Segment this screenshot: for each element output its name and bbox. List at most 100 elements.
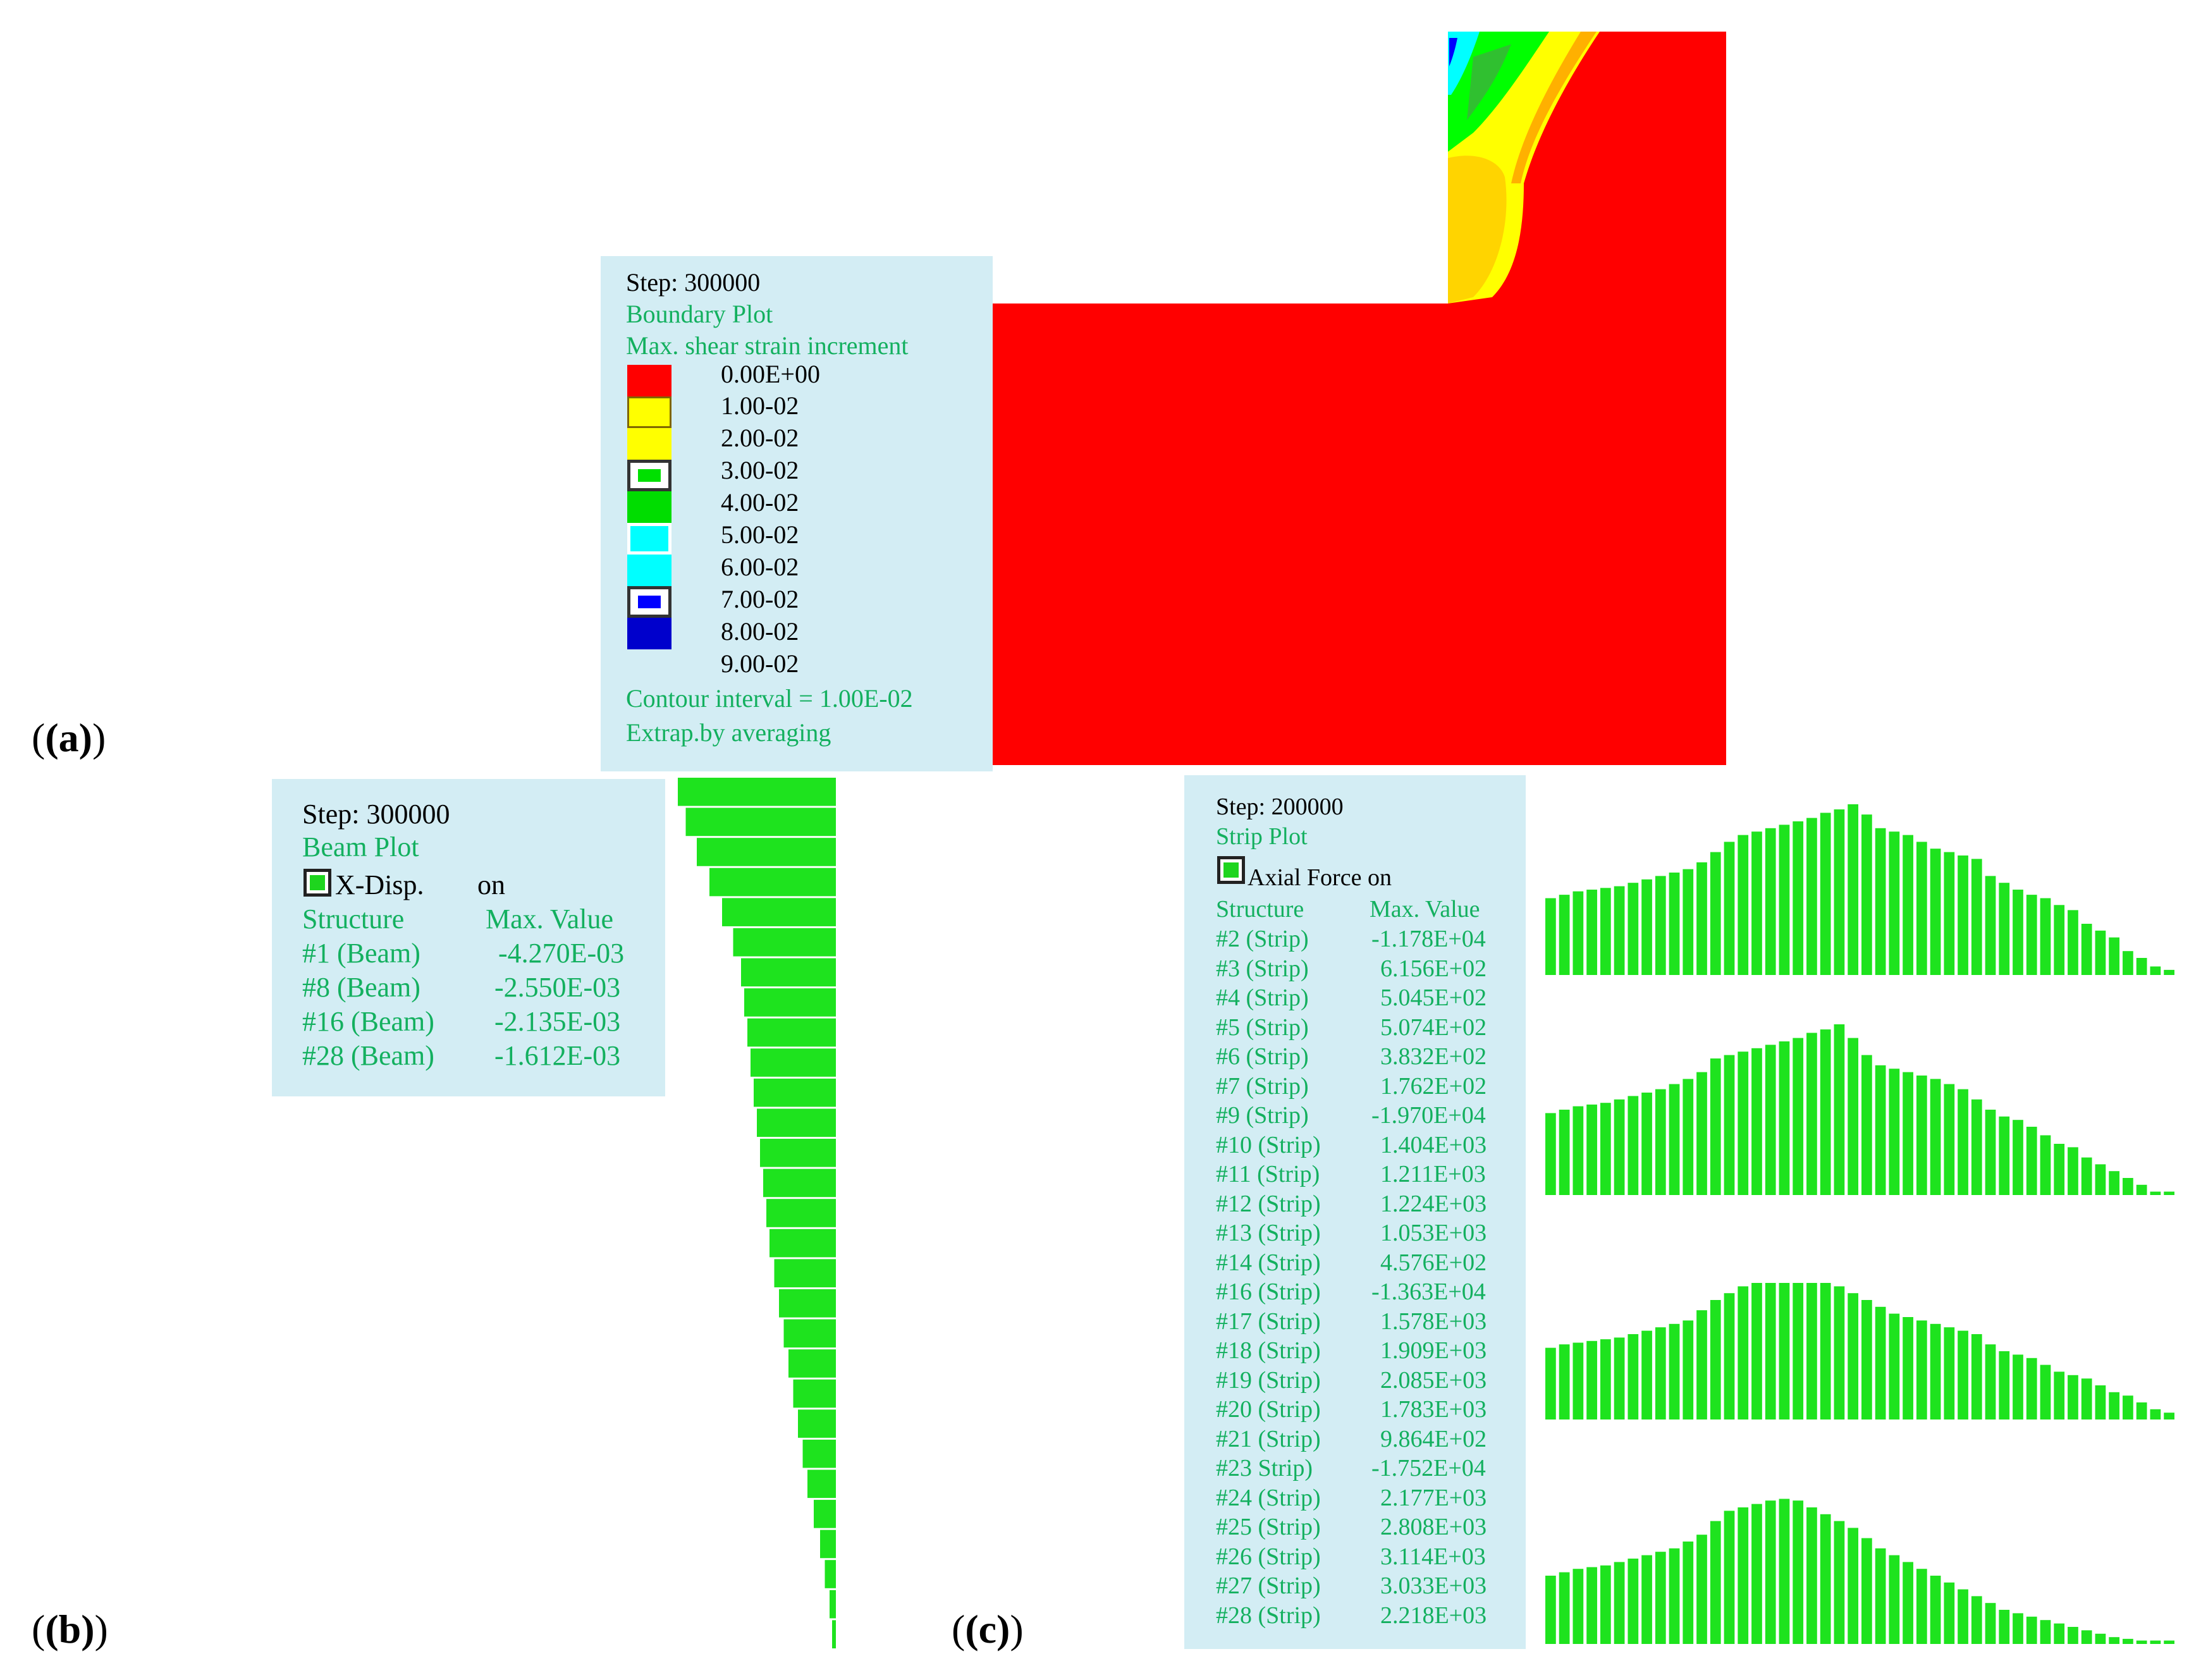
strip-bar-3-20 xyxy=(1820,1514,1831,1644)
strip-bar-3-7 xyxy=(1641,1555,1652,1644)
strip-bar-2-9 xyxy=(1669,1323,1680,1419)
strip-row-structure-20: #25 (Strip) xyxy=(1216,1514,1321,1540)
strip-bar-2-21 xyxy=(1834,1286,1845,1419)
strip-bar-1-8 xyxy=(1655,1089,1666,1195)
strip-bar-3-36 xyxy=(2040,1620,2051,1644)
strip-bar-3-41 xyxy=(2109,1637,2120,1644)
strain-band-orange-2 xyxy=(1448,156,1507,304)
strip-bar-2-16 xyxy=(1765,1283,1776,1419)
beam-row-structure-1: #8 (Beam) xyxy=(302,972,420,1003)
beam-segment xyxy=(744,988,836,1017)
strip-bar-1-1 xyxy=(1559,1110,1570,1195)
strip-bar-0-26 xyxy=(1903,835,1913,975)
strip-bar-3-5 xyxy=(1614,1562,1625,1644)
strip-bar-1-43 xyxy=(2136,1184,2147,1195)
strip-bar-1-34 xyxy=(2013,1120,2023,1195)
strip-bar-2-31 xyxy=(1971,1334,1982,1419)
legend-step: Step: 300000 xyxy=(626,268,761,297)
contour-plot xyxy=(993,32,1726,765)
failure-zone xyxy=(993,32,1726,765)
strip-bar-0-17 xyxy=(1779,825,1790,975)
strip-bar-0-42 xyxy=(2123,951,2133,975)
strain-band-green-2 xyxy=(1467,44,1511,120)
strip-bar-0-6 xyxy=(1628,883,1639,975)
strip-bar-2-42 xyxy=(2123,1395,2133,1419)
strip-bar-1-22 xyxy=(1848,1038,1858,1195)
strip-bar-2-1 xyxy=(1559,1344,1570,1419)
strip-bar-3-11 xyxy=(1696,1535,1707,1644)
strip-bar-2-6 xyxy=(1628,1334,1639,1419)
strip-bar-1-33 xyxy=(1999,1116,2010,1195)
swatch-1 xyxy=(627,396,671,428)
strip-bar-3-12 xyxy=(1710,1521,1721,1644)
strip-bar-3-37 xyxy=(2054,1623,2065,1644)
strip-bar-2-20 xyxy=(1820,1283,1831,1419)
beam-segment xyxy=(747,1018,836,1047)
strip-row-structure-0: #2 (Strip) xyxy=(1216,926,1309,952)
strip-bar-0-18 xyxy=(1793,821,1804,975)
beam-segment xyxy=(697,838,836,866)
strip-bar-3-43 xyxy=(2136,1640,2147,1644)
strip-force-diagrams xyxy=(1545,804,2174,1644)
strip-bar-3-17 xyxy=(1779,1499,1790,1644)
strip-bar-0-3 xyxy=(1586,890,1597,975)
strip-bar-3-14 xyxy=(1738,1507,1749,1644)
strip-bar-3-30 xyxy=(1958,1589,1968,1644)
strip-bar-1-38 xyxy=(2068,1147,2078,1195)
strip-row-value-23: 2.218E+03 xyxy=(1380,1602,1487,1629)
strip-row-structure-9: #12 (Strip) xyxy=(1216,1190,1321,1217)
strip-bar-2-13 xyxy=(1724,1293,1735,1419)
beam-segment xyxy=(678,778,836,806)
strip-bar-1-39 xyxy=(2081,1157,2092,1195)
strip-bar-3-22 xyxy=(1848,1528,1858,1644)
strip-bar-0-41 xyxy=(2109,937,2120,975)
strip-row-structure-15: #19 (Strip) xyxy=(1216,1366,1321,1394)
strip-bar-2-40 xyxy=(2095,1385,2106,1419)
strip-bar-3-8 xyxy=(1655,1552,1666,1644)
strip-bar-1-21 xyxy=(1834,1024,1845,1195)
strip-bar-2-27 xyxy=(1916,1320,1927,1419)
contour-label-9: 9.00-02 xyxy=(721,649,799,678)
swatch-7 xyxy=(627,586,671,618)
strip-bar-0-44 xyxy=(2150,966,2161,975)
strip-bar-1-14 xyxy=(1738,1052,1749,1195)
strip-bar-0-25 xyxy=(1889,831,1900,975)
legend-extrap: Extrap.by averaging xyxy=(626,718,831,747)
strip-bar-3-4 xyxy=(1600,1565,1611,1644)
strip-row-value-16: 1.783E+03 xyxy=(1380,1396,1487,1423)
beam-step: Step: 300000 xyxy=(302,799,450,830)
strip-row-value-21: 3.114E+03 xyxy=(1380,1543,1486,1570)
strip-bar-0-13 xyxy=(1724,842,1735,975)
strip-bar-1-31 xyxy=(1971,1099,1982,1195)
swatch-3 xyxy=(627,460,671,491)
strip-bar-1-17 xyxy=(1779,1041,1790,1195)
strip-bar-1-12 xyxy=(1710,1058,1721,1195)
strip-bar-3-31 xyxy=(1971,1596,1982,1644)
strain-band-blue xyxy=(1449,38,1457,66)
strain-band-cyan xyxy=(1448,32,1480,95)
swatch-4 xyxy=(627,491,671,523)
strip-bar-2-29 xyxy=(1944,1327,1955,1419)
strip-bar-3-2 xyxy=(1573,1569,1584,1644)
contour-legend: Step: 300000 Boundary Plot Max. shear st… xyxy=(601,256,993,771)
beam-segment xyxy=(751,1048,836,1077)
strip-row-structure-13: #17 (Strip) xyxy=(1216,1308,1321,1335)
strip-row-value-8: 1.211E+03 xyxy=(1380,1161,1486,1187)
strip-row-value-5: 1.762E+02 xyxy=(1380,1072,1487,1100)
strip-row-value-10: 1.053E+03 xyxy=(1380,1220,1487,1246)
strip-row-structure-2: #4 (Strip) xyxy=(1216,984,1309,1011)
strip-bar-2-4 xyxy=(1600,1339,1611,1419)
strip-bar-1-42 xyxy=(2123,1178,2133,1195)
strip-bar-2-2 xyxy=(1573,1342,1584,1419)
beam-segment xyxy=(832,1620,836,1648)
strip-bar-0-12 xyxy=(1710,852,1721,975)
strip-bar-1-11 xyxy=(1696,1072,1707,1195)
strip-item-icon xyxy=(1217,856,1245,884)
strip-bar-0-2 xyxy=(1573,891,1584,975)
strip-bar-3-1 xyxy=(1559,1572,1570,1644)
strip-bar-2-32 xyxy=(1985,1344,1996,1419)
strip-row-value-20: 2.808E+03 xyxy=(1380,1514,1487,1540)
strip-row-value-15: 2.085E+03 xyxy=(1380,1366,1487,1394)
strip-bar-2-39 xyxy=(2081,1378,2092,1419)
beam-segment xyxy=(733,928,836,957)
